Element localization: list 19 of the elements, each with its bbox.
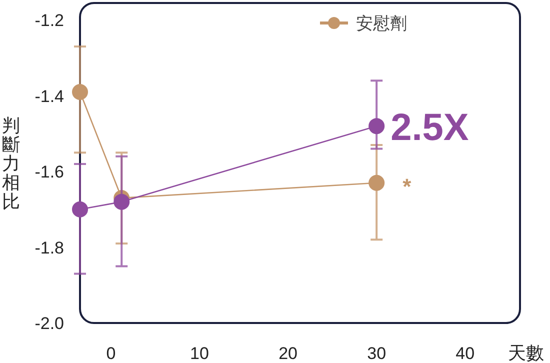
- x-tick-label: 30: [367, 344, 386, 363]
- y-tick-label: -1.4: [34, 86, 64, 106]
- legend: 安慰劑: [320, 14, 407, 33]
- legend-label: 安慰劑: [356, 14, 407, 33]
- y-tick-label: -1.6: [34, 162, 64, 182]
- x-axis-title: 天數: [508, 343, 544, 363]
- point: [368, 118, 385, 134]
- x-tick-label: 0: [106, 344, 116, 363]
- y-tick-label: -2.0: [34, 314, 64, 333]
- x-tick-label: 20: [278, 344, 298, 363]
- y-axis-title: 判斷力相比: [2, 116, 20, 212]
- point: [368, 174, 385, 191]
- point: [114, 194, 130, 210]
- x-tick-label: 10: [190, 344, 209, 363]
- y-tick-label: -1.2: [34, 11, 64, 30]
- annotation: 2.5X: [390, 107, 470, 150]
- annotation: *: [402, 174, 412, 199]
- x-tick-label: 40: [456, 344, 475, 363]
- y-tick-label: -1.8: [34, 238, 64, 258]
